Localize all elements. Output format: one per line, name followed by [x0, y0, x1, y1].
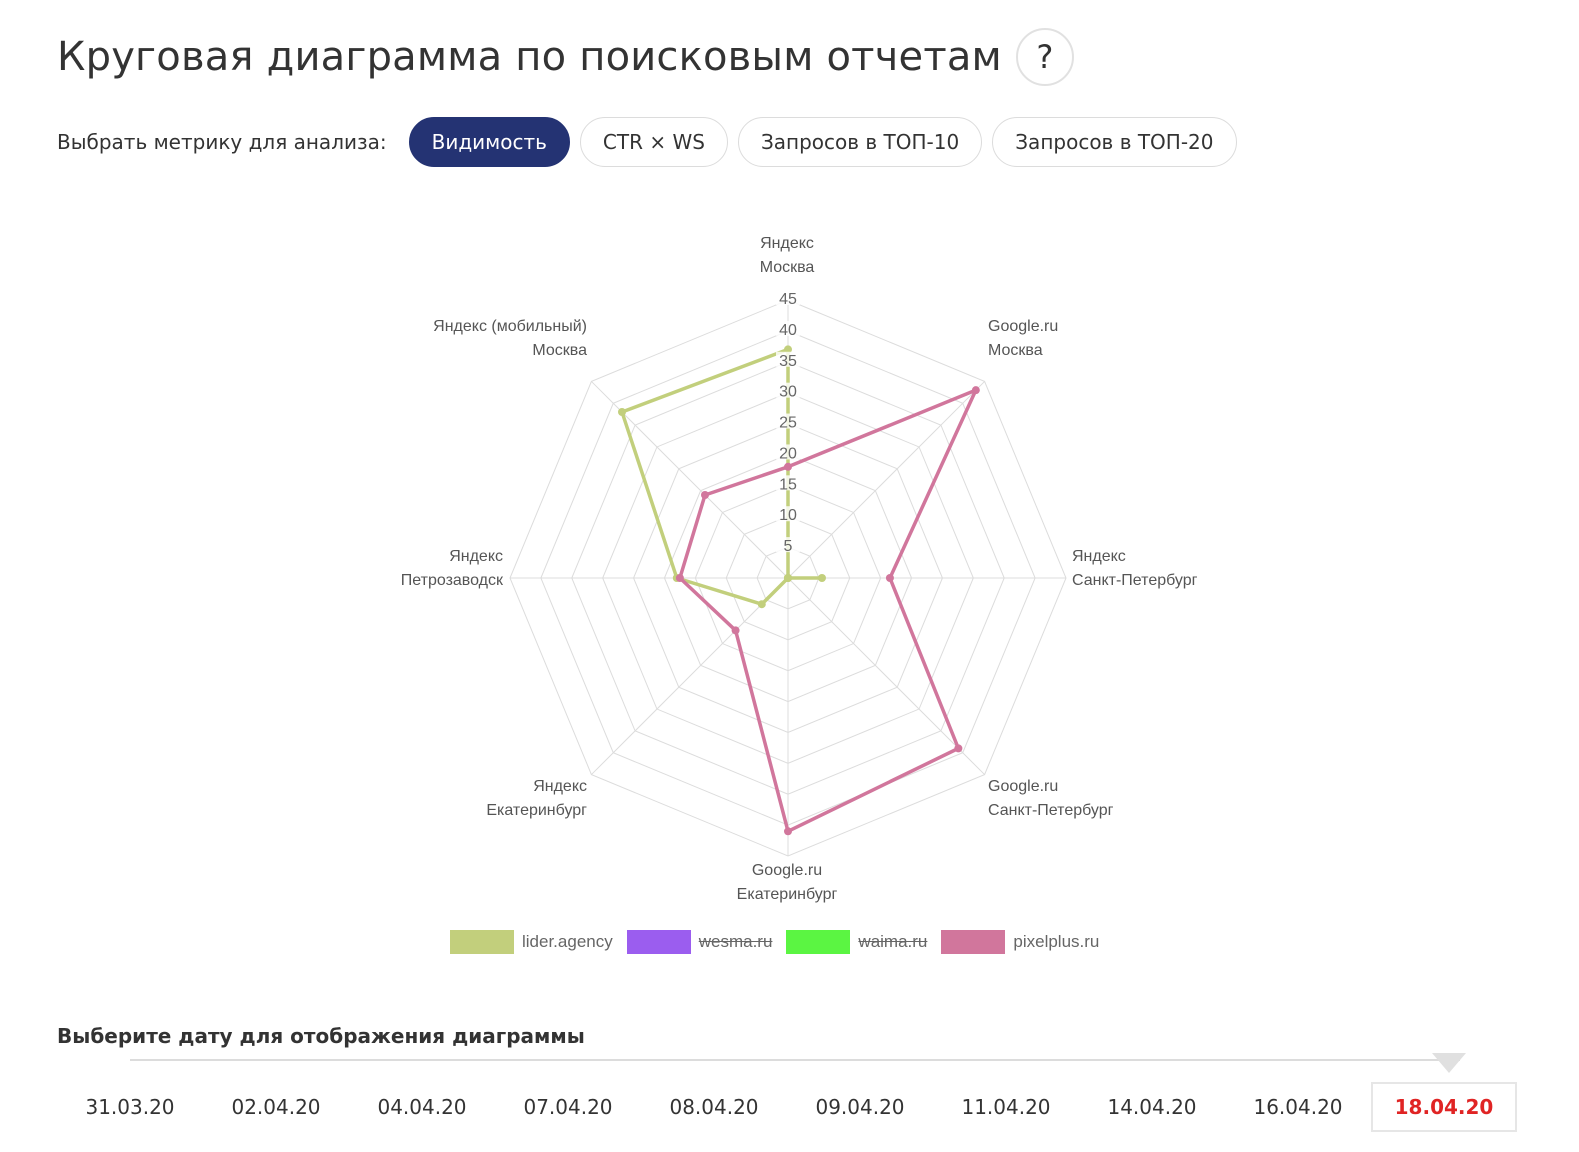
legend-swatch	[941, 930, 1006, 954]
date-item[interactable]: 16.04.20	[1253, 1095, 1343, 1119]
data-point	[971, 386, 980, 395]
radar-chart: 5 10 15 20 25 30 35 40 45 Яндекс Москва Google.ru Мо…	[401, 235, 1198, 903]
axis-label: Яндекс Санкт-Петербург	[1072, 548, 1198, 589]
axis-label-line: Яндекс	[760, 235, 814, 252]
help-button[interactable]: ?	[1015, 28, 1074, 86]
tick-label-bg	[776, 475, 800, 491]
axis-label: Google.ru Екатеринбург	[737, 862, 838, 903]
date-selector-title: Выберите дату для отображения диаграммы	[57, 1024, 585, 1048]
metric-selector: Выбрать метрику для анализа: Видимость C…	[57, 117, 1247, 167]
axis-label-line: Москва	[532, 342, 587, 359]
axis-label-line: Москва	[760, 259, 815, 276]
axis-label-line: Екатеринбург	[486, 802, 587, 819]
data-point	[757, 600, 766, 609]
axis-label-line: Яндекс (мобильный)	[433, 318, 587, 335]
tick-label-bg	[776, 413, 800, 429]
axis-label-line: Google.ru	[988, 318, 1058, 335]
axis-label-line: Яндекс	[533, 778, 587, 795]
axis-label-line: Москва	[988, 342, 1043, 359]
metric-label: Выбрать метрику для анализа:	[57, 130, 387, 154]
date-item[interactable]: 09.04.20	[815, 1095, 905, 1119]
date-item[interactable]: 18.04.20	[1371, 1082, 1517, 1132]
series-line-3	[678, 388, 978, 834]
legend-swatch	[786, 930, 851, 954]
tick-label: 10	[779, 507, 797, 524]
title-row: Круговая диаграмма по поисковым отчетам …	[57, 28, 1074, 86]
tick-label-bg	[776, 290, 800, 305]
axis-label-line: Екатеринбург	[737, 886, 838, 903]
date-item[interactable]: 07.04.20	[523, 1095, 613, 1119]
date-list: 31.03.20 02.04.20 04.04.20 07.04.20 08.04.20…	[57, 1082, 1517, 1132]
axis-label: Google.ru Москва	[988, 318, 1058, 359]
legend-item[interactable]: lider.agency	[450, 930, 613, 954]
grid-spoke	[787, 577, 985, 775]
date-item[interactable]: 08.04.20	[669, 1095, 759, 1119]
data-point	[817, 574, 826, 582]
tick-label: 30	[779, 384, 797, 401]
series-line-0	[620, 347, 824, 606]
data-point	[885, 574, 894, 582]
tick-label: 45	[779, 291, 797, 308]
metric-ctr-ws-button[interactable]: CTR × WS	[579, 117, 728, 167]
tick-label: 20	[779, 445, 797, 462]
date-item[interactable]: 04.04.20	[377, 1095, 467, 1119]
legend-label: wesma.ru	[698, 932, 773, 951]
data-point	[675, 574, 684, 582]
metric-visibility-button[interactable]: Видимость	[408, 117, 570, 167]
legend-item[interactable]: waima.ru	[786, 930, 927, 954]
tick-label: 35	[779, 353, 797, 370]
timeline-handle[interactable]	[1432, 1053, 1466, 1073]
page-title: Круговая диаграмма по поисковым отчетам	[57, 34, 1002, 80]
data-point	[784, 827, 792, 836]
grid-spoke	[787, 381, 985, 579]
axis-label: Яндекс Екатеринбург	[486, 778, 587, 819]
axis-label-line: Санкт-Петербург	[988, 802, 1114, 819]
axis-label-line: Google.ru	[988, 778, 1058, 795]
legend-swatch	[450, 930, 514, 954]
data-point	[701, 491, 710, 500]
data-point	[784, 345, 792, 354]
legend-swatch	[626, 930, 691, 954]
chart-legend: lider.agency wesma.ru waima.ru pixelplus.ru	[450, 930, 1113, 954]
date-item[interactable]: 02.04.20	[231, 1095, 321, 1119]
tick-label-bg	[776, 537, 800, 553]
tick-label: 5	[784, 538, 793, 555]
date-item[interactable]: 31.03.20	[85, 1095, 175, 1119]
axis-label-line: Санкт-Петербург	[1072, 572, 1198, 589]
axis-label-line: Google.ru	[752, 862, 822, 879]
metric-top10-button[interactable]: Запросов в ТОП-10	[737, 117, 983, 167]
axis-label: Яндекс Москва	[760, 235, 815, 276]
axis-label: Яндекс (мобильный) Москва	[433, 318, 587, 359]
legend-label: lider.agency	[522, 932, 613, 951]
metric-top20-button[interactable]: Запросов в ТОП-20	[992, 117, 1237, 167]
date-item[interactable]: 11.04.20	[961, 1095, 1051, 1119]
tick-label: 40	[779, 322, 797, 339]
axis-label: Google.ru Санкт-Петербург	[988, 778, 1114, 819]
axis-label: Яндекс Петрозаводск	[401, 548, 504, 589]
tick-label-bg	[776, 320, 800, 336]
tick-label: 25	[779, 415, 797, 432]
legend-label: pixelplus.ru	[1013, 932, 1100, 951]
data-point	[784, 574, 792, 582]
data-point	[784, 462, 792, 471]
data-point	[618, 408, 627, 417]
tick-label-bg	[776, 506, 800, 522]
legend-item[interactable]: pixelplus.ru	[941, 930, 1099, 954]
axis-label-line: Яндекс	[1072, 548, 1126, 565]
grid-spoke	[591, 577, 789, 775]
tick-label-bg	[776, 444, 800, 460]
data-point	[954, 744, 963, 753]
data-point	[731, 626, 740, 635]
axis-label-line: Петрозаводск	[401, 572, 504, 589]
tick-label: 15	[779, 476, 797, 493]
legend-label: waima.ru	[858, 932, 928, 951]
tick-label-bg	[776, 382, 800, 398]
legend-item[interactable]: wesma.ru	[626, 930, 773, 954]
timeline-track	[130, 1059, 1460, 1061]
axis-label-line: Яндекс	[449, 548, 503, 565]
date-item[interactable]: 14.04.20	[1107, 1095, 1197, 1119]
tick-label-bg	[776, 351, 800, 367]
